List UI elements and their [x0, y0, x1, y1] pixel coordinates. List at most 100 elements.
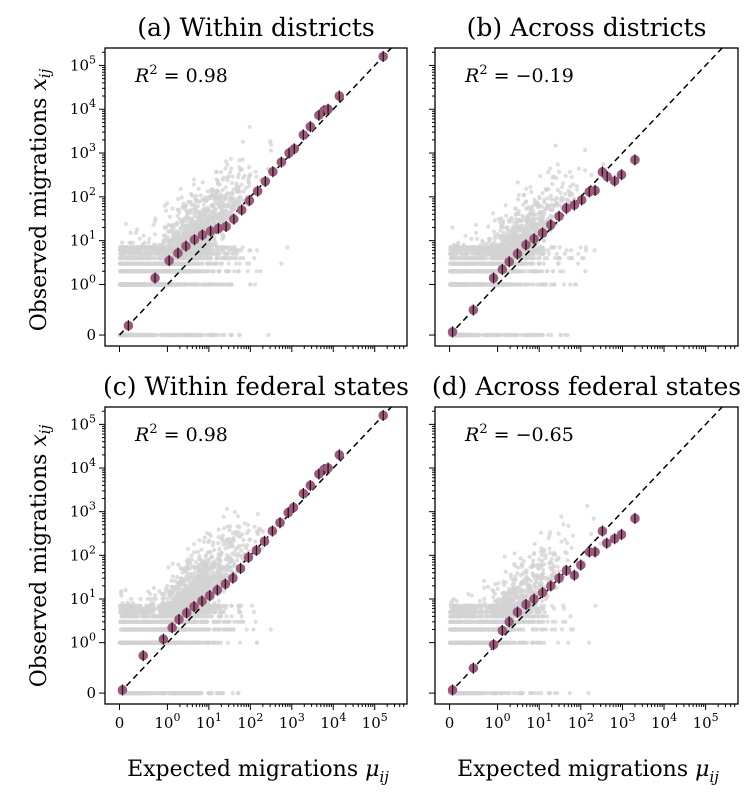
scatter-point	[200, 261, 205, 266]
scatter-point	[201, 207, 206, 212]
scatter-point	[518, 282, 523, 287]
scatter-point	[147, 245, 152, 250]
scatter-point	[496, 217, 501, 222]
scatter-point	[140, 269, 145, 274]
scatter-point	[568, 184, 573, 189]
scatter-point	[201, 202, 206, 207]
scatter-point	[195, 245, 200, 250]
scatter-point	[217, 245, 222, 250]
scatter-point	[237, 158, 242, 163]
scatter-point	[518, 332, 523, 338]
scatter-point	[176, 196, 181, 201]
scatter-point	[194, 332, 199, 338]
scatter-point	[163, 269, 168, 274]
scatter-point	[128, 251, 133, 256]
scatter-point	[212, 236, 217, 241]
scatter-point	[187, 282, 192, 287]
axes-frame	[104, 47, 408, 347]
scatter-point	[235, 174, 241, 180]
scatter-point	[174, 221, 179, 226]
scatter-point	[131, 256, 136, 261]
scatter-point	[136, 248, 141, 253]
scatter-point	[146, 240, 151, 245]
scatter-point	[175, 213, 180, 218]
y-tick-label: 101	[70, 229, 96, 250]
scatter-point	[153, 256, 158, 261]
scatter-point	[209, 248, 214, 253]
scatter-point	[266, 332, 271, 338]
scatter-point	[178, 186, 183, 191]
scatter-point	[193, 214, 198, 219]
scatter-point	[562, 251, 567, 256]
scatter-point	[118, 256, 123, 261]
scatter-point	[580, 256, 585, 261]
plot-area	[117, 48, 393, 338]
scatter-point	[207, 256, 213, 261]
scatter-point	[144, 269, 149, 274]
scatter-point	[184, 332, 189, 338]
scatter-point	[568, 282, 573, 287]
scatter-point	[137, 236, 142, 241]
scatter-point	[230, 251, 235, 256]
x-axis-label-right: Expected migrations μij	[457, 757, 719, 786]
scatter-point	[212, 196, 217, 201]
scatter-point	[268, 148, 274, 153]
scatter-point	[228, 210, 233, 215]
scatter-point	[152, 232, 158, 237]
scatter-point	[128, 248, 134, 253]
scatter-point	[229, 181, 235, 186]
scatter-point	[191, 182, 196, 187]
scatter-point	[127, 240, 132, 245]
scatter-point	[238, 256, 243, 261]
scatter-point	[223, 193, 229, 198]
scatter-point	[569, 248, 574, 253]
scatter-point	[139, 282, 145, 287]
scatter-point	[246, 177, 251, 182]
scatter-point	[140, 242, 145, 247]
scatter-point	[195, 256, 200, 261]
scatter-point	[492, 218, 497, 223]
scatter-point	[141, 233, 146, 238]
scatter-point	[254, 174, 259, 179]
scatter-point	[135, 261, 140, 266]
scatter-point	[213, 261, 218, 266]
scatter-point	[220, 332, 225, 338]
scatter-point	[159, 261, 164, 266]
scatter-point	[548, 166, 553, 171]
scatter-point	[161, 233, 166, 238]
scatter-point	[241, 189, 246, 194]
scatter-point	[241, 198, 246, 203]
scatter-point	[561, 269, 566, 274]
scatter-point	[521, 202, 526, 207]
scatter-point	[214, 211, 220, 216]
scatter-point	[223, 185, 228, 190]
scatter-point	[254, 248, 260, 253]
scatter-point	[145, 251, 151, 256]
scatter-point	[136, 269, 141, 274]
scatter-point	[130, 261, 135, 266]
scatter-point	[555, 187, 560, 193]
scatter-point	[191, 248, 196, 253]
scatter-point	[458, 251, 463, 256]
scatter-point	[230, 256, 236, 261]
scatter-point	[555, 162, 560, 167]
scatter-point	[156, 251, 161, 256]
scatter-point	[557, 169, 562, 174]
scatter-point	[220, 256, 225, 261]
scatter-point	[567, 169, 572, 174]
scatter-point	[203, 332, 208, 338]
scatter-point	[469, 236, 474, 241]
scatter-point	[126, 332, 131, 338]
scatter-point	[529, 189, 534, 195]
scatter-point	[147, 261, 152, 266]
scatter-point	[552, 197, 558, 202]
scatter-point	[127, 261, 132, 266]
scatter-point	[227, 199, 232, 204]
scatter-point	[244, 185, 249, 190]
x-axis-label: Expected migrations μij	[127, 757, 389, 786]
scatter-point	[138, 251, 143, 256]
scatter-point	[118, 269, 123, 274]
scatter-point	[191, 223, 196, 228]
scatter-point	[252, 256, 257, 261]
scatter-point	[119, 261, 124, 266]
